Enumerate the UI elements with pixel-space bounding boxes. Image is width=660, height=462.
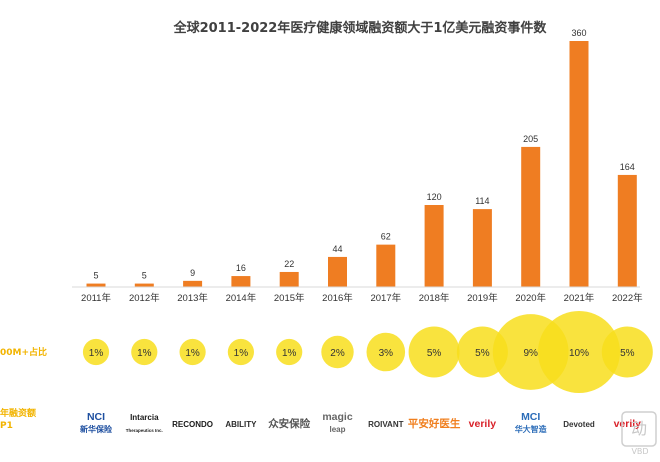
data-label: 360 — [571, 28, 586, 38]
watermark-glyph: 动 — [631, 419, 647, 438]
x-tick-label: 2020年 — [515, 292, 546, 304]
company-logo-subtitle: 华大智造 — [515, 424, 547, 434]
data-label: 22 — [284, 259, 294, 269]
x-tick-label: 2022年 — [612, 292, 643, 304]
data-label: 5 — [93, 271, 98, 281]
share-label: 1% — [282, 348, 297, 359]
share-label: 5% — [427, 348, 442, 359]
share-bubble — [321, 335, 354, 369]
data-label: 16 — [236, 263, 246, 273]
share-label: 1% — [185, 348, 200, 359]
data-label: 44 — [332, 244, 342, 254]
watermark-text: VBD — [631, 447, 648, 456]
bar — [328, 256, 347, 287]
share-label: 5% — [475, 348, 490, 359]
share-label: 1% — [234, 348, 249, 359]
company-logo-subtitle: 新华保险 — [80, 424, 113, 434]
logo-row-label-2: P1 — [0, 421, 13, 431]
company-logo: Intarcia — [130, 413, 159, 422]
company-logo: Devoted — [563, 420, 595, 429]
bar — [521, 146, 541, 287]
watermark-frame — [621, 411, 657, 447]
company-logo-subtitle: leap — [329, 425, 345, 434]
company-logo: 平安好医生 — [408, 417, 461, 430]
x-tick-label: 2011年 — [81, 292, 111, 304]
data-label: 164 — [620, 162, 635, 172]
bar — [231, 276, 251, 287]
bar — [376, 244, 396, 287]
data-label: 62 — [381, 232, 391, 242]
share-bubble — [131, 338, 158, 366]
data-label: 205 — [523, 134, 538, 144]
share-label: 3% — [379, 348, 394, 359]
logo-row-label: 年融资额 — [0, 407, 36, 419]
x-tick-label: 2021年 — [564, 292, 595, 304]
x-tick-label: 2017年 — [370, 292, 401, 304]
watermark-logo: 动 VBD — [621, 411, 657, 456]
bar — [86, 283, 106, 287]
bar — [279, 271, 299, 287]
x-tick-label: 2019年 — [467, 292, 498, 304]
share-bubble — [408, 326, 460, 378]
share-label: 9% — [523, 348, 538, 359]
bar — [134, 283, 154, 287]
share-bubble — [227, 338, 254, 366]
bar — [183, 280, 203, 287]
share-bubble — [179, 338, 206, 366]
company-logo: ABILITY — [225, 420, 257, 429]
data-label: 9 — [190, 268, 195, 278]
x-axis: 2011年 2012年 2013年 2014年 2015年 2016年 2017年 2018年… — [72, 286, 643, 304]
company-logo-subtitle: Therapeutics Inc. — [126, 428, 163, 433]
company-logo: 众安保险 — [268, 417, 310, 430]
share-row-label: 00M+占比 — [0, 346, 47, 358]
share-bubble — [82, 338, 110, 366]
share-bubble — [276, 338, 303, 366]
bar — [617, 174, 637, 287]
company-logo: MCI — [521, 411, 540, 423]
data-label: 114 — [475, 196, 489, 206]
bar — [569, 41, 589, 287]
x-tick-label: 2016年 — [322, 292, 353, 304]
share-label: 5% — [620, 348, 635, 359]
company-logo: verily — [469, 418, 497, 430]
x-tick-label: 2015年 — [274, 292, 305, 304]
bar — [472, 209, 492, 287]
share-bubble — [538, 311, 620, 393]
company-logo: magic — [322, 411, 353, 423]
share-bubble — [366, 332, 406, 372]
bar-group: 5 5 9 16 22 44 62 120 114 205 360 164 — [86, 28, 637, 287]
x-tick-label: 2014年 — [226, 292, 257, 304]
x-tick-label: 2013年 — [177, 292, 208, 304]
data-label: 120 — [427, 192, 442, 202]
bar — [424, 205, 444, 287]
company-logo: verily — [614, 418, 642, 430]
x-tick-label: 2018年 — [419, 292, 450, 304]
company-logo: NCI — [87, 411, 105, 423]
share-row: 1% 1% 1% 1% 1% 2% 3% 5% 5% 9% 10% 5% 00M+占比 — [0, 311, 653, 393]
share-label: 10% — [569, 348, 589, 359]
share-label: 1% — [137, 348, 152, 359]
chart-title: 全球2011-2022年医疗健康领域融资额大于1亿美元融资事件数 — [173, 20, 548, 36]
share-label: 1% — [89, 348, 104, 359]
company-logo: RECONDO — [172, 420, 213, 429]
share-label: 2% — [330, 348, 345, 359]
data-label: 5 — [142, 271, 147, 281]
company-logo: ROIVANT — [368, 420, 404, 429]
share-bubble — [601, 326, 653, 378]
x-tick-label: 2012年 — [129, 292, 160, 304]
